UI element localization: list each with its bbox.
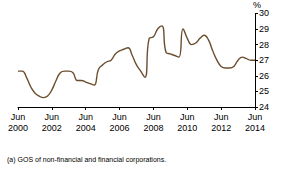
svg-text:2012: 2012: [211, 123, 231, 133]
svg-text:Jun: Jun: [78, 112, 93, 122]
svg-text:26: 26: [259, 71, 269, 81]
svg-text:2008: 2008: [143, 123, 163, 133]
svg-text:29: 29: [259, 24, 269, 34]
svg-text:Jun: Jun: [180, 112, 195, 122]
svg-text:30: 30: [259, 8, 269, 18]
svg-text:2002: 2002: [42, 123, 62, 133]
svg-text:(a) GOS of non-financial and f: (a) GOS of non-financial and financial c…: [7, 156, 166, 164]
svg-text:2000: 2000: [8, 123, 28, 133]
svg-text:Jun: Jun: [248, 112, 263, 122]
svg-text:2014: 2014: [245, 123, 265, 133]
svg-text:2006: 2006: [110, 123, 130, 133]
svg-text:24: 24: [259, 102, 269, 112]
svg-text:2004: 2004: [76, 123, 96, 133]
svg-text:25: 25: [259, 86, 269, 96]
svg-text:Jun: Jun: [146, 112, 161, 122]
svg-text:Jun: Jun: [112, 112, 127, 122]
svg-text:Jun: Jun: [214, 112, 229, 122]
svg-text:Jun: Jun: [45, 112, 60, 122]
svg-text:27: 27: [259, 55, 269, 65]
svg-text:2010: 2010: [177, 123, 197, 133]
svg-text:28: 28: [259, 40, 269, 50]
svg-text:Jun: Jun: [11, 112, 26, 122]
